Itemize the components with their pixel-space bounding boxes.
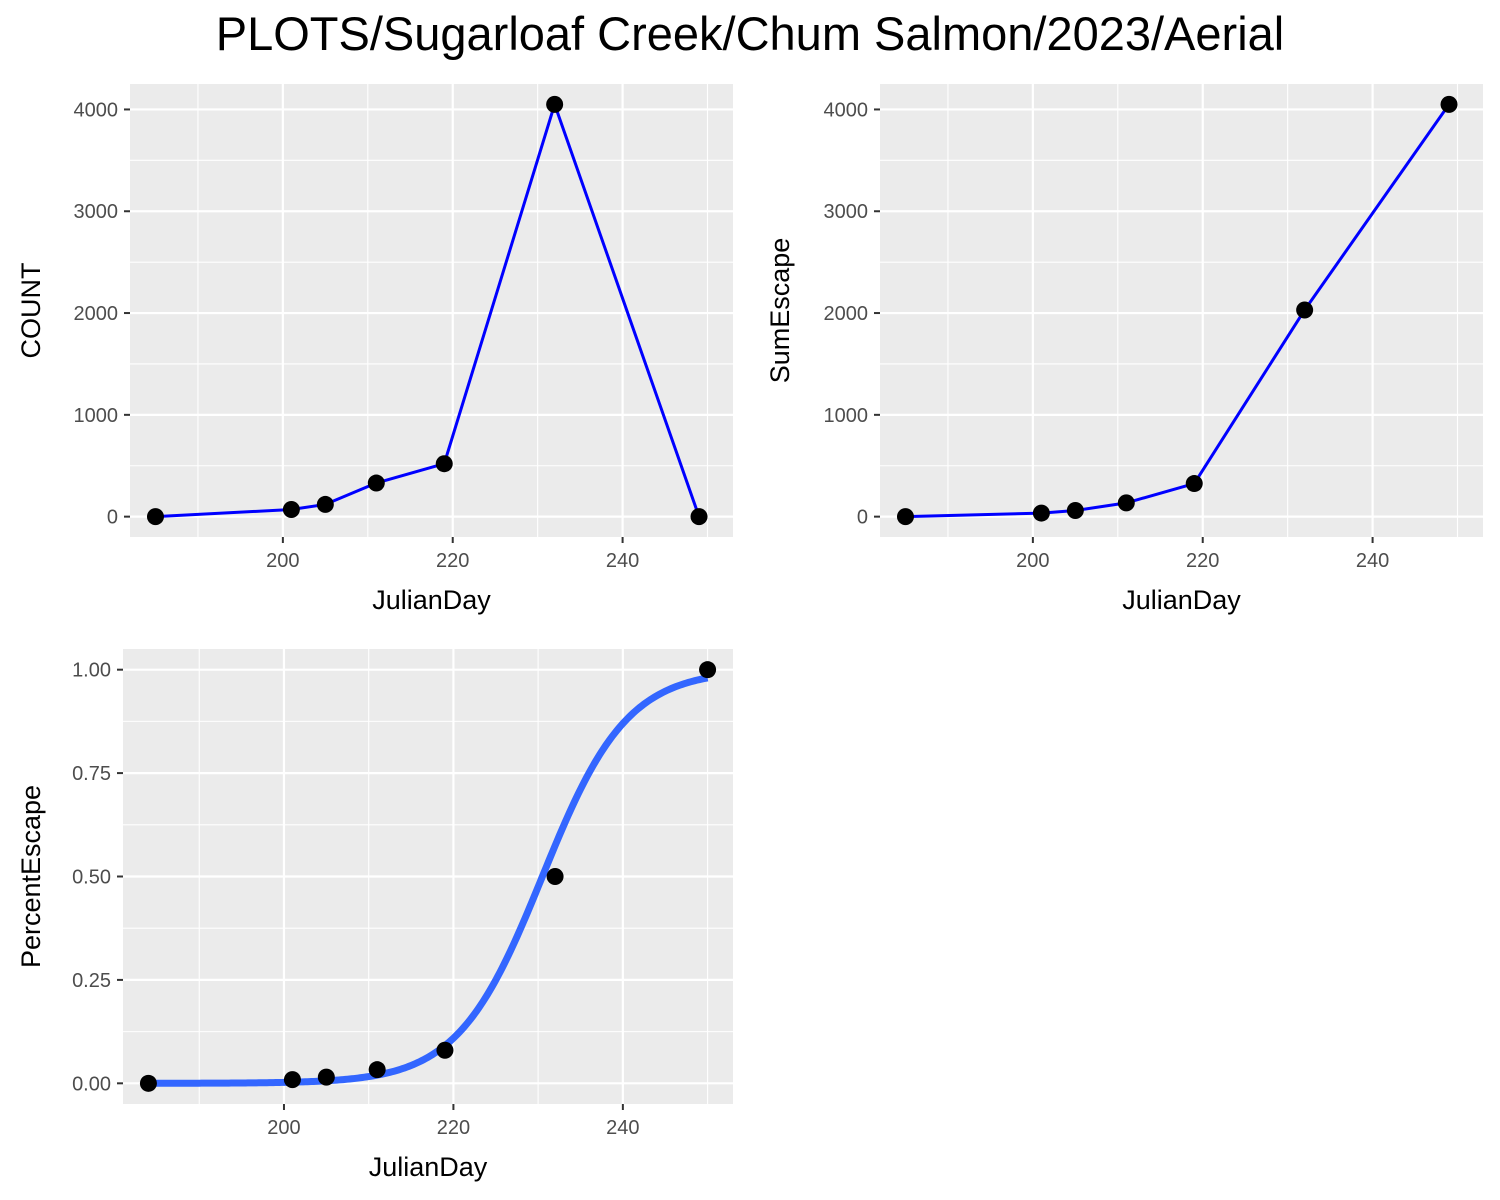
- y-axis-title: SumEscape: [765, 238, 795, 384]
- panel-background: [130, 84, 733, 537]
- data-point: [699, 661, 717, 679]
- x-tick-label: 200: [266, 550, 299, 572]
- x-axis-title: JulianDay: [1122, 585, 1241, 615]
- y-axis-title: PercentEscape: [16, 785, 46, 968]
- data-point: [1066, 502, 1084, 520]
- figure-title: PLOTS/Sugarloaf Creek/Chum Salmon/2023/A…: [215, 7, 1285, 60]
- x-tick-label: 220: [436, 550, 469, 572]
- fit-curve: [147, 674, 709, 1087]
- y-tick-label: 4000: [74, 99, 119, 121]
- data-point: [896, 508, 914, 526]
- x-tick-label: 220: [1186, 550, 1219, 572]
- data-point: [435, 455, 453, 473]
- y-tick-label: 1000: [824, 405, 869, 427]
- chart-panel-1: 200 220 240 0 1000 2000 3000 4000 JulianDay COUNT: [16, 84, 733, 615]
- x-tick-label: 240: [606, 1117, 639, 1139]
- x-tick-label: 240: [1356, 550, 1389, 572]
- data-point: [1296, 301, 1314, 319]
- y-tick-label: 3000: [74, 201, 119, 223]
- x-axis-title: JulianDay: [372, 585, 491, 615]
- data-point: [367, 474, 385, 492]
- data-point: [1185, 475, 1203, 493]
- x-axis-title: JulianDay: [369, 1152, 488, 1182]
- y-tick-label: 0: [107, 507, 118, 529]
- y-tick-label: 0.75: [72, 763, 111, 785]
- x-tick-label: 220: [437, 1117, 470, 1139]
- chart-panel-2: 200 220 240 0 1000 2000 3000 4000 JulianDay SumEs…: [765, 84, 1483, 615]
- data-point: [317, 1068, 335, 1086]
- data-point: [368, 1061, 386, 1079]
- y-tick-label: 0.00: [72, 1073, 111, 1095]
- data-point: [316, 495, 334, 513]
- x-tick-label: 200: [1016, 550, 1049, 572]
- data-point: [1440, 95, 1458, 113]
- y-tick-label: 0.50: [72, 867, 111, 889]
- data-point: [283, 1071, 301, 1089]
- y-tick-label: 3000: [824, 201, 869, 223]
- data-point: [546, 868, 564, 885]
- y-tick-label: 2000: [824, 303, 869, 325]
- data-point: [139, 1074, 157, 1092]
- panel-background: [880, 84, 1483, 537]
- y-tick-label: 1000: [74, 405, 119, 427]
- data-point: [282, 501, 300, 519]
- data-point: [1032, 504, 1050, 522]
- data-point: [546, 95, 564, 113]
- x-tick-label: 240: [606, 550, 639, 572]
- y-tick-label: 0.25: [72, 970, 111, 992]
- y-tick-label: 0: [857, 507, 868, 529]
- y-tick-label: 1.00: [72, 660, 111, 682]
- data-point: [690, 508, 708, 526]
- chart-panel-3: 200 220 240 0.00 0.25 0.50 0.75 1.00 JulianDay Pe…: [16, 649, 733, 1182]
- y-axis-title: COUNT: [16, 263, 46, 359]
- y-tick-label: 2000: [74, 303, 119, 325]
- data-point: [436, 1041, 454, 1059]
- x-tick-label: 200: [267, 1117, 300, 1139]
- data-point: [146, 508, 164, 526]
- y-tick-label: 4000: [824, 99, 869, 121]
- data-point: [1117, 494, 1135, 512]
